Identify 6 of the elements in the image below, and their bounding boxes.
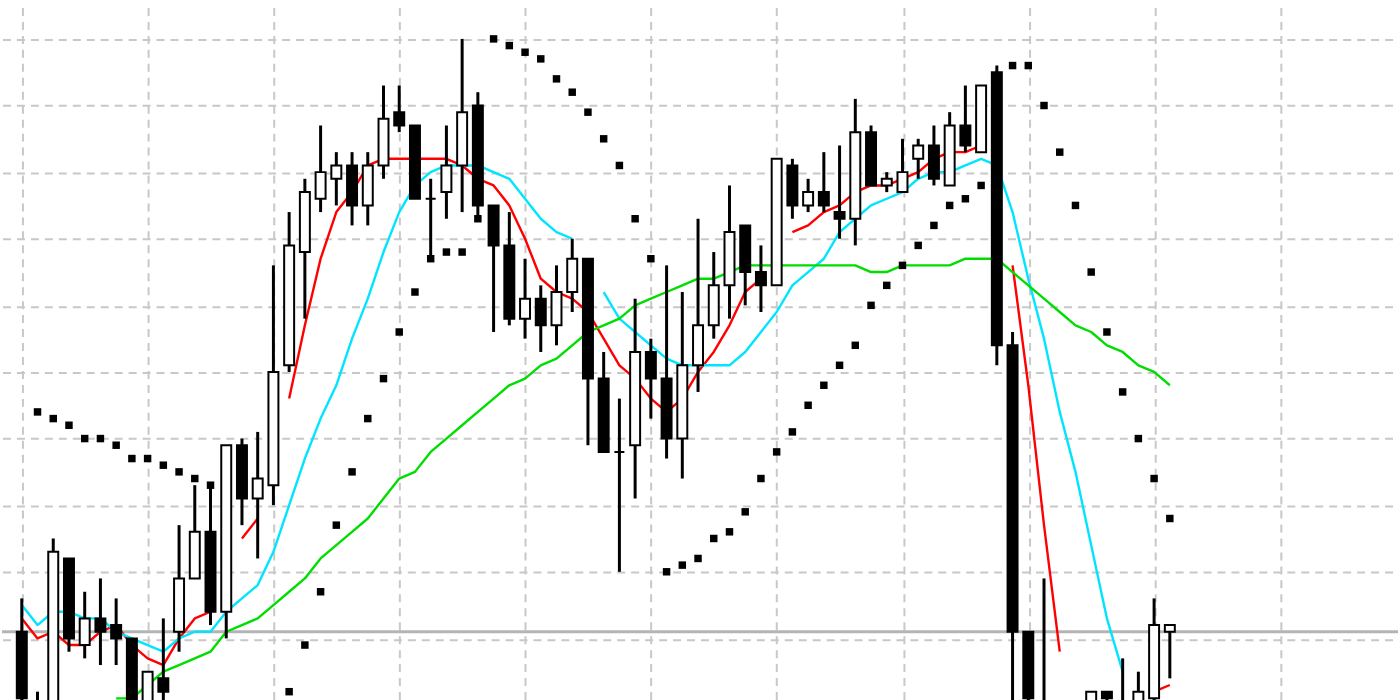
candlestick [110,596,123,667]
candlestick [393,84,406,134]
candlestick [1163,623,1176,680]
candlestick [377,84,390,181]
candlestick [188,483,201,580]
candlestick [613,397,626,574]
